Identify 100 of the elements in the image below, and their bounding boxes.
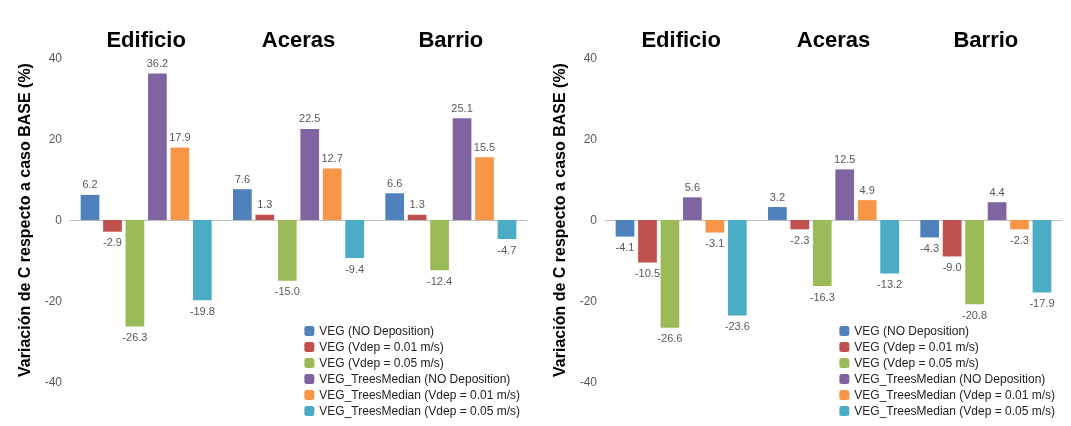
x-tick-label: Edificio xyxy=(106,26,186,52)
data-label: -26.3 xyxy=(122,331,148,344)
data-label: 6.2 xyxy=(82,178,98,191)
legend-label: VEG_TreesMedian (Vdep = 0.05 m/s) xyxy=(319,404,521,418)
bar xyxy=(430,220,449,271)
legend-label: VEG_TreesMedian (Vdep = 0.01 m/s) xyxy=(854,388,1056,402)
bar xyxy=(727,220,747,316)
data-label: -2.3 xyxy=(1010,233,1030,246)
data-label: -4.7 xyxy=(497,243,517,256)
data-label: 5.6 xyxy=(684,180,701,193)
data-label: 36.2 xyxy=(146,56,169,69)
y-tick-label: 20 xyxy=(583,132,598,146)
data-label: 3.2 xyxy=(769,190,785,203)
bar xyxy=(148,73,167,220)
bar xyxy=(322,168,342,220)
legend-label: VEG_TreesMedian (Vdep = 0.05 m/s) xyxy=(854,404,1056,418)
bar xyxy=(1032,220,1052,293)
data-label: -15.0 xyxy=(274,285,300,298)
legend-label: VEG (NO Deposition) xyxy=(854,324,970,338)
bar xyxy=(80,194,100,220)
data-label: 12.5 xyxy=(834,152,856,165)
data-label: 1.3 xyxy=(409,198,425,211)
y-tick-label: 40 xyxy=(48,51,63,65)
data-label: -20.8 xyxy=(962,308,988,321)
bar xyxy=(475,157,494,220)
data-label: -2.9 xyxy=(102,236,122,249)
legend-label: VEG_TreesMedian (Vdep = 0.01 m/s) xyxy=(319,388,521,402)
data-label: 7.6 xyxy=(234,172,250,185)
x-tick-label: Barrio xyxy=(953,26,1019,52)
y-tick-label: -40 xyxy=(579,375,598,389)
bar xyxy=(638,220,657,263)
data-label: -26.6 xyxy=(657,332,683,345)
y-tick-label: 0 xyxy=(590,213,598,227)
x-tick-label: Barrio xyxy=(418,26,484,52)
bar xyxy=(615,220,635,237)
data-label: -16.3 xyxy=(809,290,835,303)
data-label: 6.6 xyxy=(387,176,403,189)
data-label: 12.7 xyxy=(321,152,343,165)
data-label: -23.6 xyxy=(724,320,750,333)
data-label: -3.1 xyxy=(705,237,725,250)
bar xyxy=(125,220,145,327)
bar xyxy=(103,220,122,232)
data-label: -13.2 xyxy=(877,277,903,290)
data-label: 4.4 xyxy=(989,185,1005,198)
bar xyxy=(705,220,725,233)
bar xyxy=(255,214,275,220)
data-label: -12.4 xyxy=(427,274,453,287)
data-label: -9.4 xyxy=(345,262,365,275)
y-tick-label: 20 xyxy=(48,132,63,146)
bar xyxy=(880,220,899,274)
legend-label: VEG_TreesMedian (NO Deposition) xyxy=(854,372,1046,386)
bar xyxy=(987,202,1007,220)
x-tick-label: Aceras xyxy=(796,26,871,52)
bar xyxy=(812,220,832,287)
bar xyxy=(497,220,517,240)
legend-label: VEG (Vdep = 0.05 m/s) xyxy=(854,356,979,370)
bar xyxy=(942,220,962,257)
data-label: 4.9 xyxy=(859,183,875,196)
legend-label: VEG (Vdep = 0.05 m/s) xyxy=(319,356,444,370)
y-tick-label: -20 xyxy=(44,294,63,308)
bar xyxy=(192,220,212,301)
y-tick-label: -20 xyxy=(579,294,598,308)
data-label: -4.3 xyxy=(920,241,940,254)
data-label: -10.5 xyxy=(634,267,661,280)
data-label: -4.1 xyxy=(615,241,635,254)
data-label: -17.9 xyxy=(1029,296,1055,309)
bar xyxy=(385,193,405,220)
bar xyxy=(835,169,855,220)
data-label: -19.8 xyxy=(189,304,215,317)
bar xyxy=(233,189,252,220)
data-label: 1.3 xyxy=(257,198,273,211)
legend-label: VEG_TreesMedian (NO Deposition) xyxy=(319,372,511,386)
legend-label: VEG (NO Deposition) xyxy=(319,324,435,338)
x-tick-label: Aceras xyxy=(261,26,336,52)
data-label: -9.0 xyxy=(942,260,962,273)
bar xyxy=(683,197,702,220)
bar xyxy=(1010,220,1029,230)
bar xyxy=(790,220,810,230)
bar xyxy=(768,207,787,220)
x-tick-label: Edificio xyxy=(641,26,721,52)
data-label: 15.5 xyxy=(473,140,496,153)
data-label: -2.3 xyxy=(790,233,810,246)
y-axis-title: Variación de C respecto a caso BASE (%) xyxy=(15,63,33,377)
y-tick-label: 0 xyxy=(55,213,63,227)
y-axis-title: Variación de C respecto a caso BASE (%) xyxy=(550,63,568,377)
bar xyxy=(920,220,940,238)
bar xyxy=(965,220,984,305)
bar xyxy=(277,220,297,281)
data-label: 17.9 xyxy=(169,131,191,144)
bar xyxy=(170,147,190,220)
legend-label: VEG (Vdep = 0.01 m/s) xyxy=(854,340,979,354)
bar xyxy=(452,118,472,220)
data-label: 22.5 xyxy=(299,112,321,125)
bar xyxy=(407,214,427,220)
y-tick-label: -40 xyxy=(44,375,63,389)
bar xyxy=(300,128,320,220)
bar xyxy=(857,200,877,220)
bar xyxy=(660,220,680,328)
data-label: 25.1 xyxy=(451,101,473,114)
legend-label: VEG (Vdep = 0.01 m/s) xyxy=(319,340,444,354)
